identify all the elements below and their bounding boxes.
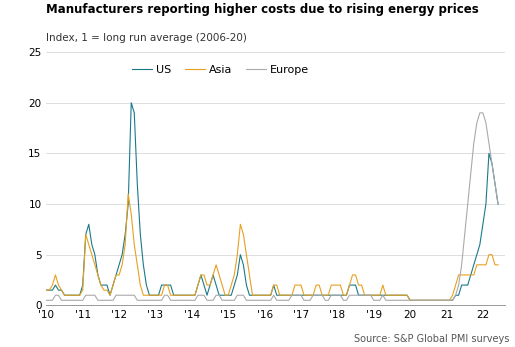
Legend: US, Asia, Europe: US, Asia, Europe — [127, 60, 314, 79]
Europe — [477, 111, 483, 115]
Asia — [43, 288, 49, 292]
US — [283, 293, 289, 297]
Text: Index, 1 = long run average (2006-20): Index, 1 = long run average (2006-20) — [46, 33, 247, 43]
Line: Asia: Asia — [46, 194, 498, 300]
Asia — [495, 263, 501, 267]
Asia — [195, 283, 201, 287]
Europe — [222, 298, 228, 302]
US — [128, 101, 134, 105]
Asia — [422, 298, 428, 302]
Europe — [280, 298, 286, 302]
US — [301, 293, 307, 297]
Line: Europe: Europe — [46, 113, 498, 300]
US — [358, 293, 365, 297]
US — [225, 293, 231, 297]
Asia — [407, 298, 413, 302]
Europe — [298, 293, 304, 297]
Line: US: US — [46, 103, 498, 300]
Europe — [192, 298, 198, 302]
Europe — [495, 202, 501, 206]
Asia — [225, 293, 231, 297]
US — [407, 298, 413, 302]
US — [422, 298, 428, 302]
Europe — [43, 298, 49, 302]
Asia — [358, 283, 365, 287]
Europe — [416, 298, 422, 302]
Asia — [125, 192, 131, 196]
US — [43, 288, 49, 292]
US — [195, 283, 201, 287]
US — [495, 202, 501, 206]
Asia — [283, 293, 289, 297]
Europe — [355, 293, 362, 297]
Text: Manufacturers reporting higher costs due to rising energy prices: Manufacturers reporting higher costs due… — [46, 3, 479, 16]
Asia — [301, 293, 307, 297]
Text: Source: S&P Global PMI surveys: Source: S&P Global PMI surveys — [354, 333, 510, 344]
